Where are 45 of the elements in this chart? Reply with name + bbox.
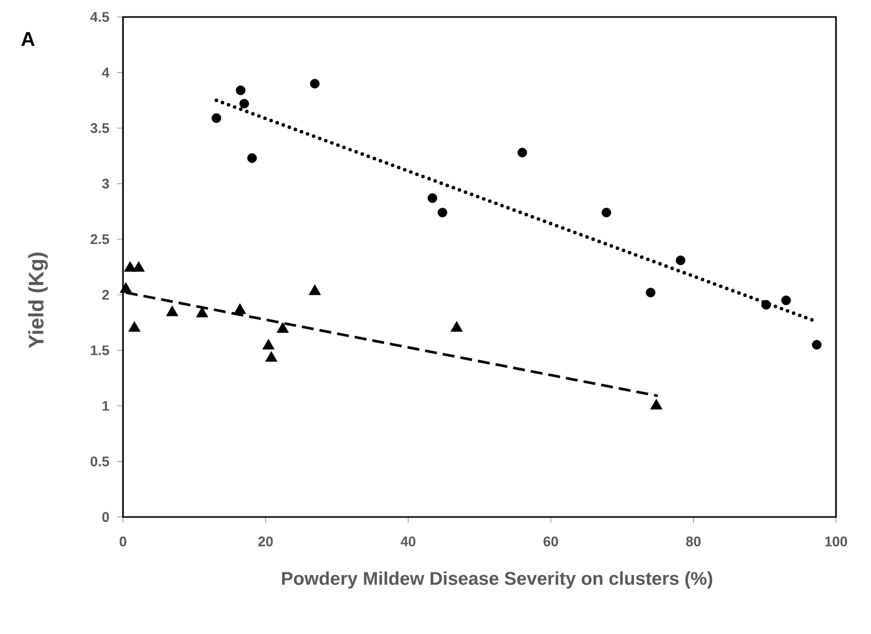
point <box>676 256 686 266</box>
point <box>308 284 321 296</box>
y-tick-label: 0 <box>102 512 109 522</box>
point <box>276 322 289 333</box>
point <box>761 300 771 310</box>
point <box>124 261 136 272</box>
point <box>781 296 791 306</box>
x-tick-label: 0 <box>120 536 126 546</box>
point <box>262 338 275 350</box>
point <box>265 351 278 362</box>
y-tick-label: 0.5 <box>90 456 110 466</box>
point <box>120 282 132 293</box>
point <box>812 340 822 350</box>
point <box>236 86 246 96</box>
y-tick-label: 4.5 <box>90 12 110 22</box>
y-tick-label: 1.5 <box>90 345 110 356</box>
x-tick-label: 80 <box>686 536 701 546</box>
point <box>239 98 250 108</box>
point <box>428 193 438 203</box>
point <box>212 113 222 123</box>
x-tick-label: 40 <box>400 536 416 546</box>
y-tick-label: 2.5 <box>90 234 110 244</box>
y-tick-label: 1 <box>102 401 110 411</box>
y-tick-label: 3 <box>102 178 109 189</box>
point <box>650 398 662 410</box>
x-tick-label: 100 <box>825 536 848 546</box>
y-axis-title: Yield (Kg) <box>28 252 48 348</box>
point <box>310 78 320 88</box>
point <box>602 208 612 218</box>
point <box>128 321 140 332</box>
text: A <box>21 32 35 46</box>
y-tick-label: 3.5 <box>90 123 110 134</box>
x-tick-label: 60 <box>544 536 558 546</box>
point <box>438 208 448 218</box>
point <box>247 153 257 163</box>
point <box>646 288 656 298</box>
point <box>132 261 145 272</box>
y-tick-label: 2 <box>102 290 109 300</box>
point <box>166 306 178 316</box>
point <box>234 303 246 314</box>
y-tick-label: 4 <box>102 68 110 78</box>
x-tick-label: 20 <box>258 536 273 546</box>
point <box>450 321 463 332</box>
point <box>517 148 528 158</box>
x-axis-title: Powdery Mildew Disease Severity on clusters (%) <box>282 571 712 589</box>
